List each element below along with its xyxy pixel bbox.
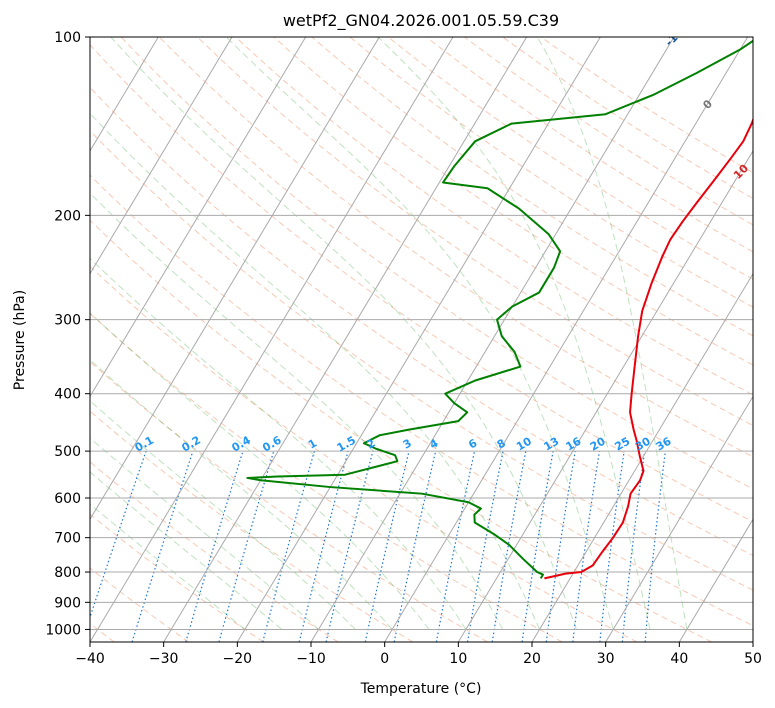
moist-adiabat-line <box>90 112 540 630</box>
mixing-ratio-label: 3 <box>401 437 414 452</box>
dry-adiabat-line <box>158 37 753 458</box>
y-axis: 1000 900 800 700 600 500 400 300 200 100 <box>45 30 90 638</box>
chart-title: wetPf2_GN04.2026.001.05.59.C39 <box>283 11 559 31</box>
plot-frame <box>89 36 754 643</box>
x-tick-label: 0 <box>380 651 389 667</box>
y-tick-label: 200 <box>54 208 81 224</box>
mixing-ratio-line <box>325 450 374 642</box>
dry-adiabat-line <box>387 37 753 280</box>
mixing-ratio-line <box>131 450 194 642</box>
x-tick-label: −40 <box>75 651 105 667</box>
isotherm-line <box>752 641 753 642</box>
mixing-ratio-line <box>262 450 315 642</box>
mixing-ratio-line <box>218 450 275 642</box>
mixing-ratio-line <box>621 451 646 642</box>
isotherm-label: 0 <box>700 97 715 112</box>
x-tick-label: −10 <box>296 651 326 667</box>
isotherm-line <box>90 37 307 398</box>
y-tick-label: 100 <box>54 30 81 46</box>
mixing-ratio-line <box>185 450 244 642</box>
isobars <box>90 37 753 630</box>
moist-adiabat-line <box>225 37 614 630</box>
dry-adiabat-line <box>90 174 753 627</box>
x-axis-label: Temperature (°C) <box>360 681 482 697</box>
y-tick-label: 600 <box>54 491 81 507</box>
dry-adiabat-line <box>349 37 753 308</box>
dry-adiabat-line <box>90 265 638 642</box>
moist-adiabat-line <box>110 37 577 630</box>
y-tick-label: 300 <box>54 313 81 329</box>
x-tick-label: 20 <box>523 651 541 667</box>
isotherm-line <box>678 518 753 642</box>
x-axis: −40 −30 −20 −10 0 10 20 30 40 50 <box>75 642 762 667</box>
x-tick-label: −20 <box>223 651 253 667</box>
x-tick-label: −30 <box>149 651 179 667</box>
moist-adiabat-line <box>90 400 356 630</box>
dry-adiabat-line <box>90 312 563 642</box>
dry-adiabat-line <box>90 219 712 642</box>
isotherm-line <box>605 395 753 642</box>
mixing-ratio-line <box>364 450 410 642</box>
isotherm-line <box>384 37 749 642</box>
moist-adiabat-line <box>90 192 504 630</box>
y-tick-label: 500 <box>54 444 81 460</box>
mixing-ratio-line <box>599 451 625 642</box>
dry-adiabat-line <box>90 461 339 642</box>
dry-adiabat-line <box>90 86 753 557</box>
moist-adiabats <box>90 37 688 630</box>
dry-adiabat-line <box>273 37 753 366</box>
y-tick-label: 800 <box>54 565 81 581</box>
x-tick-label: 50 <box>744 651 762 667</box>
mixing-ratio-line <box>298 450 349 642</box>
isotherm-line <box>90 37 454 642</box>
isotherm-line <box>236 37 601 642</box>
isotherm-line <box>0 37 11 642</box>
mixing-ratio-line <box>644 451 667 642</box>
temperature-line <box>544 117 753 580</box>
isotherm-line <box>163 37 528 642</box>
dry-adiabat-line <box>90 410 414 642</box>
dry-adiabat-line <box>90 567 190 642</box>
mixing-ratio-line <box>545 450 576 642</box>
dry-adiabat-line <box>197 37 753 427</box>
series-lines <box>246 39 753 580</box>
mixing-ratio-label: 6 <box>466 436 479 451</box>
isotherm-line <box>90 37 233 275</box>
y-axis-label: Pressure (hPa) <box>12 290 28 390</box>
plot-area: 0.10.20.40.611.52346810131620253036-100-… <box>0 25 775 642</box>
moist-adiabat-line <box>90 503 246 630</box>
y-tick-label: 1000 <box>45 622 81 638</box>
mixing-ratio-line <box>521 450 554 642</box>
isotherm-line <box>90 37 159 152</box>
y-tick-label: 900 <box>54 595 81 611</box>
dry-adiabats <box>90 37 753 642</box>
x-tick-label: 40 <box>670 651 688 667</box>
moist-adiabat-line <box>90 471 283 630</box>
mixing-ratio-line <box>572 451 601 642</box>
isotherm-line <box>310 37 675 642</box>
y-tick-label: 400 <box>54 387 81 403</box>
mixing-ratio-lines <box>90 450 667 642</box>
dry-adiabat-line <box>90 513 264 642</box>
isotherm-label: 20 <box>764 229 775 249</box>
x-tick-label: 30 <box>597 651 615 667</box>
isotherms <box>0 37 753 642</box>
isotherm-label: -10 <box>663 25 686 48</box>
y-tick-label: 700 <box>54 531 81 547</box>
x-tick-label: 10 <box>449 651 467 667</box>
moist-adiabat-line <box>377 37 651 630</box>
mixing-ratio-label: 4 <box>427 436 440 451</box>
dry-adiabat-line <box>311 37 753 337</box>
dewpoint-line <box>246 39 753 579</box>
isotherm-line <box>90 37 380 521</box>
isotherm-line <box>531 272 753 642</box>
isotherm-line <box>457 149 753 642</box>
dry-adiabat-line <box>120 37 753 490</box>
moist-adiabat-line <box>536 37 688 630</box>
dry-adiabat-line <box>426 37 753 253</box>
moist-adiabat-line <box>90 359 393 630</box>
isotherm-label: 10 <box>731 162 751 182</box>
dry-adiabat-line <box>90 360 488 642</box>
